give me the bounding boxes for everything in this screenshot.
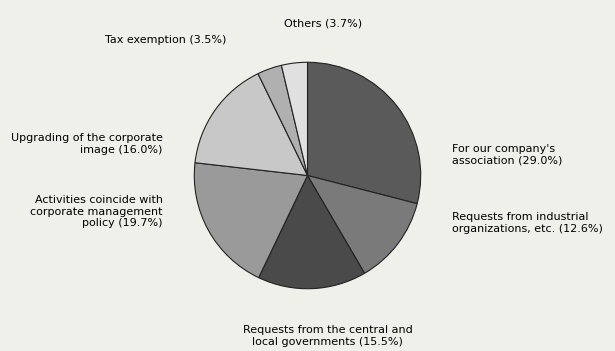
- Wedge shape: [258, 65, 308, 176]
- Text: Tax exemption (3.5%): Tax exemption (3.5%): [105, 35, 226, 45]
- Wedge shape: [308, 176, 417, 273]
- Text: Activities coincide with
corporate management
policy (19.7%): Activities coincide with corporate manag…: [30, 195, 162, 229]
- Wedge shape: [259, 176, 365, 289]
- Text: Requests from the central and
local governments (15.5%): Requests from the central and local gove…: [243, 325, 413, 346]
- Wedge shape: [308, 62, 421, 204]
- Text: Upgrading of the corporate
image (16.0%): Upgrading of the corporate image (16.0%): [10, 133, 162, 154]
- Text: Requests from industrial
organizations, etc. (12.6%): Requests from industrial organizations, …: [453, 212, 603, 234]
- Wedge shape: [195, 74, 308, 176]
- Wedge shape: [282, 62, 308, 176]
- Text: For our company's
association (29.0%): For our company's association (29.0%): [453, 144, 563, 166]
- Text: Others (3.7%): Others (3.7%): [284, 18, 362, 28]
- Wedge shape: [194, 163, 308, 278]
